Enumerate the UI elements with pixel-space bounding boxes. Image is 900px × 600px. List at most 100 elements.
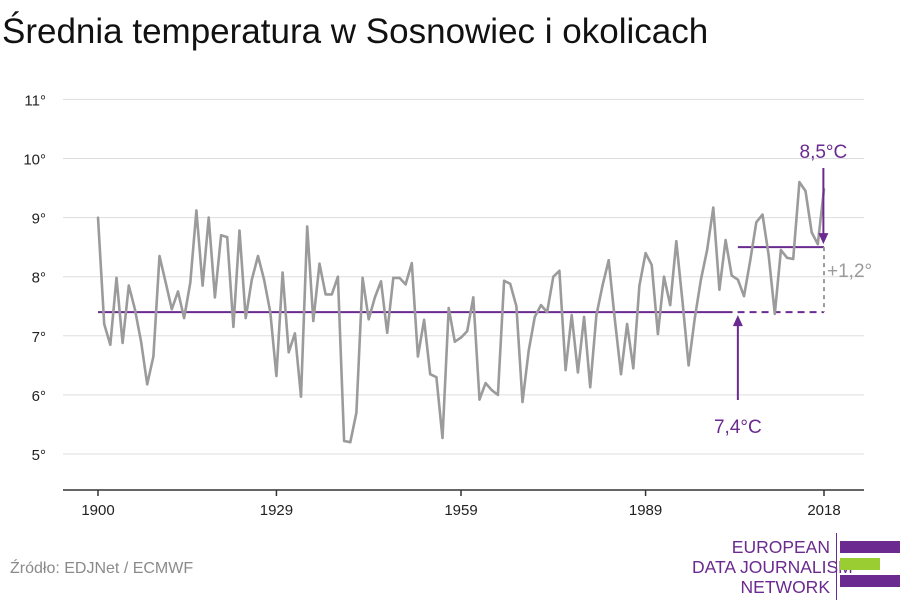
data-point: [681, 300, 684, 303]
data-point: [441, 436, 444, 440]
data-point: [275, 374, 278, 378]
data-point: [385, 331, 389, 335]
chart-title: Średnia temperatura w Sosnowiec i okolic…: [2, 12, 709, 51]
logo-text: EUROPEAN DATA JOURNALISM NETWORK: [692, 537, 853, 597]
logo-bar-purple-top: [840, 541, 900, 553]
data-point: [324, 293, 327, 296]
data-point: [785, 256, 789, 259]
data-point: [293, 332, 297, 335]
source-note: Źródło: EDJNet / ECMWF: [10, 560, 194, 577]
annotations: +1,2° 7,4°C 8,5°C: [714, 142, 872, 438]
data-point: [527, 349, 530, 352]
data-point: [662, 275, 666, 278]
data-point: [102, 322, 106, 326]
data-point: [552, 275, 555, 278]
data-point: [379, 280, 383, 283]
data-point: [398, 276, 401, 280]
x-axis: 1900 1929 1959 1989 2018: [63, 489, 864, 519]
y-tick-label: 5°: [32, 447, 46, 464]
data-point: [656, 332, 660, 336]
data-point: [779, 248, 783, 252]
data-point: [730, 274, 733, 277]
data-point: [533, 315, 537, 319]
data-point: [416, 355, 420, 358]
data-point: [705, 248, 709, 252]
data-point: [115, 276, 118, 280]
data-point: [96, 216, 100, 219]
data-point: [638, 284, 641, 287]
data-point: [798, 180, 801, 184]
y-tick-label: 8°: [32, 270, 46, 287]
data-point: [644, 251, 647, 255]
y-tick-label: 7°: [32, 329, 46, 346]
data-point: [773, 312, 776, 316]
data-point: [256, 254, 260, 258]
data-point: [712, 206, 715, 209]
edjnet-logo[interactable]: EUROPEAN DATA JOURNALISM NETWORK: [690, 533, 900, 600]
data-point: [650, 263, 653, 267]
data-point: [330, 293, 333, 296]
data-point: [349, 440, 352, 444]
data-point: [213, 296, 217, 299]
data-point: [373, 296, 377, 299]
data-point: [361, 276, 364, 280]
logo-divider: [836, 533, 837, 600]
data-point: [139, 340, 143, 343]
data-point: [226, 235, 229, 239]
data-point: [675, 240, 678, 243]
data-point: [465, 329, 469, 333]
data-point: [613, 318, 617, 321]
data-point: [109, 343, 112, 346]
y-tick-label: 11°: [24, 92, 46, 109]
logo-line-2: DATA JOURNALISM: [692, 557, 853, 577]
data-point: [422, 318, 426, 322]
data-point: [459, 336, 463, 339]
x-tick-label: 2018: [807, 502, 840, 519]
data-point: [724, 238, 727, 242]
recent-arrowhead: [818, 233, 829, 245]
data-point: [478, 398, 481, 401]
logo-line-3: NETWORK: [740, 577, 830, 597]
data-point: [755, 221, 758, 224]
data-point: [238, 229, 241, 232]
data-point: [601, 284, 604, 287]
data-point: [521, 400, 524, 404]
data-point: [287, 351, 290, 354]
data-point: [545, 310, 549, 314]
data-point: [816, 242, 820, 246]
data-point: [619, 373, 623, 376]
data-point: [121, 341, 124, 345]
series-layer: [96, 180, 826, 444]
data-point: [367, 318, 370, 321]
y-tick-label: 6°: [32, 388, 46, 405]
data-point: [576, 371, 580, 374]
data-point: [410, 261, 413, 265]
data-point: [164, 281, 167, 284]
data-point: [687, 364, 690, 367]
data-point: [761, 213, 764, 216]
data-point: [201, 284, 204, 287]
data-point: [792, 257, 795, 261]
recent-value-label: 8,5°C: [800, 142, 848, 163]
data-point: [589, 386, 592, 389]
data-point: [804, 189, 807, 193]
data-point: [182, 316, 186, 320]
data-point: [195, 209, 198, 212]
data-point: [429, 373, 432, 376]
reference-lines: [98, 246, 824, 314]
data-point: [570, 313, 573, 317]
data-point: [742, 295, 746, 298]
grid-lines: [63, 98, 864, 455]
data-point: [189, 281, 192, 284]
data-point: [718, 288, 721, 291]
data-point: [447, 306, 450, 310]
data-point: [232, 325, 235, 329]
data-point: [509, 282, 512, 285]
data-point: [127, 284, 130, 287]
data-point: [281, 271, 284, 274]
data-point: [515, 305, 518, 308]
logo-bar-green: [840, 558, 880, 570]
data-point: [244, 316, 247, 320]
data-point: [490, 388, 493, 392]
